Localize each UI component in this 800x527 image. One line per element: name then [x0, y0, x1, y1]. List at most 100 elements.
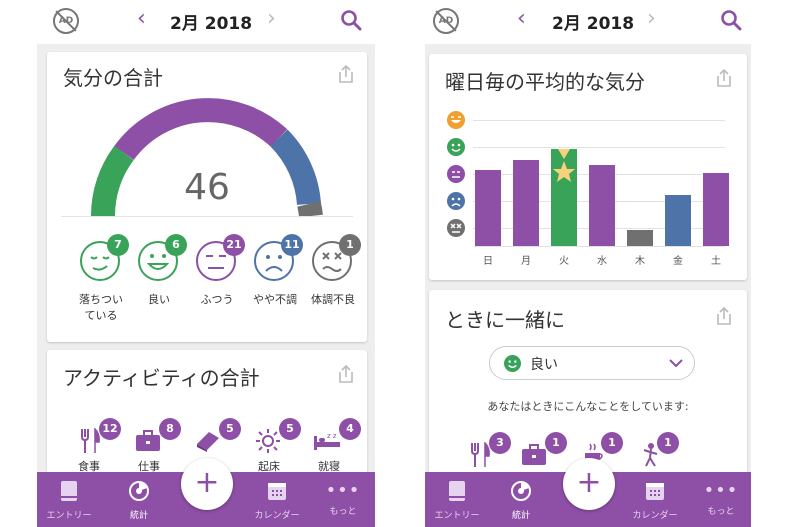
stats-screen-right: AD ‹ 2月 2018 › 曜日毎の平均的な気分 日月火水木金土 ときに一	[425, 0, 751, 527]
nav-label: カレンダー	[632, 511, 678, 521]
card-title: 気分の合計	[63, 66, 163, 90]
weekday-mood-card: 曜日毎の平均的な気分 日 月 火 水 木 金 土	[429, 54, 747, 280]
count-badge: 6	[165, 234, 187, 256]
count-badge: 12	[99, 418, 121, 440]
count-badge: 7	[107, 234, 129, 256]
mood-total-card: 気分の合計 46 7 落ちつい ている	[47, 52, 367, 342]
medal-star-icon	[553, 149, 575, 182]
chart-baseline	[473, 246, 725, 247]
add-entry-button[interactable]: +	[181, 458, 233, 510]
share-icon[interactable]	[715, 306, 733, 326]
prev-month-button[interactable]: ‹	[517, 6, 526, 31]
sad-face-icon	[254, 241, 294, 281]
top-bar: AD ‹ 2月 2018 ›	[37, 0, 375, 44]
count-badge: 1	[545, 432, 567, 454]
count-badge: 5	[279, 418, 301, 440]
mood-label: 落ちつい ている	[79, 293, 123, 322]
no-ads-icon[interactable]: AD	[53, 8, 79, 34]
search-icon[interactable]	[719, 8, 743, 32]
card-title: 曜日毎の平均的な気分	[445, 70, 645, 94]
nav-label: もっと	[707, 507, 735, 517]
day-label: 金	[673, 256, 683, 267]
next-month-button[interactable]: ›	[647, 6, 656, 31]
neutral-face-icon	[196, 241, 236, 281]
count-badge: 11	[281, 234, 303, 256]
mood-total-count: 46	[184, 167, 230, 208]
calendar-icon	[268, 483, 286, 500]
day-label: 水	[597, 256, 607, 267]
card-title: ときに一緒に	[445, 308, 565, 332]
month-title: 2月 2018	[552, 14, 635, 34]
activity-label: 仕事	[138, 460, 160, 473]
count-badge: 1	[657, 432, 679, 454]
sunrise-icon	[256, 429, 280, 453]
more-dots-icon: •••	[703, 480, 739, 501]
mood-select[interactable]: 良い	[489, 346, 695, 380]
dancing-person-icon	[643, 443, 658, 467]
nav-label: 統計	[511, 511, 530, 521]
activity-label: 起床	[258, 460, 280, 473]
nav-label: エントリー	[434, 511, 480, 521]
stats-screen-left: AD ‹ 2月 2018 › 気分の合計 46	[37, 0, 375, 527]
count-badge: 1	[601, 432, 623, 454]
bottom-nav: エントリー 統計 + カレンダー ••• もっと	[425, 458, 751, 527]
bed-icon: z z	[314, 432, 340, 450]
briefcase-icon	[522, 444, 546, 465]
stats-disc-icon	[129, 481, 149, 501]
share-icon[interactable]	[337, 64, 355, 84]
meh-mood-icon	[447, 165, 465, 183]
awful-mood-icon	[447, 219, 465, 237]
count-badge: 21	[223, 234, 245, 256]
happy-face-icon	[138, 241, 178, 281]
mood-label: やや不調	[253, 293, 297, 306]
grid-line	[473, 120, 725, 121]
nav-stats[interactable]: 統計	[491, 480, 551, 521]
bar-6	[703, 173, 729, 246]
nav-more[interactable]: ••• もっと	[313, 480, 373, 517]
nav-calendar[interactable]: カレンダー	[625, 480, 685, 521]
mood-label: 良い	[148, 293, 170, 306]
divider	[61, 216, 353, 217]
bar-5	[665, 195, 691, 246]
mood-gauge	[90, 98, 323, 218]
relieved-face-icon	[80, 241, 120, 281]
fork-knife-icon	[471, 442, 490, 467]
great-mood-icon	[447, 111, 465, 129]
nav-label: エントリー	[46, 511, 92, 521]
card-title: アクティビティの合計	[63, 366, 260, 390]
top-bar: AD ‹ 2月 2018 ›	[425, 0, 751, 44]
bar-0	[475, 170, 501, 246]
nav-stats[interactable]: 統計	[109, 480, 169, 521]
bar-4	[627, 230, 653, 246]
book-icon	[61, 481, 77, 501]
nav-entries[interactable]: エントリー	[39, 480, 99, 521]
share-icon[interactable]	[337, 364, 355, 384]
stats-disc-icon	[511, 481, 531, 501]
sick-face-icon	[312, 241, 352, 281]
search-icon[interactable]	[339, 8, 363, 32]
book-icon	[197, 432, 219, 452]
together-hint: あなたはときにこんなことをしています:	[487, 400, 689, 413]
next-month-button[interactable]: ›	[267, 6, 276, 31]
nav-entries[interactable]: エントリー	[427, 480, 487, 521]
nav-calendar[interactable]: カレンダー	[247, 480, 307, 521]
prev-month-button[interactable]: ‹	[137, 6, 146, 31]
select-value: 良い	[530, 357, 558, 373]
nav-label: もっと	[329, 507, 357, 517]
no-ads-icon[interactable]: AD	[433, 8, 459, 34]
nav-more[interactable]: ••• もっと	[691, 480, 751, 517]
nav-label: カレンダー	[254, 511, 300, 521]
more-dots-icon: •••	[325, 480, 361, 501]
together-card: ときに一緒に 良い あなたはときにこんなことをしています: 3 1	[429, 290, 747, 490]
add-entry-button[interactable]: +	[563, 458, 615, 510]
count-badge: 3	[489, 432, 511, 454]
good-mood-icon	[447, 138, 465, 156]
share-icon[interactable]	[715, 68, 733, 88]
book-icon	[449, 481, 465, 501]
svg-text:z z: z z	[327, 432, 337, 440]
mood-label: ふつう	[200, 293, 234, 306]
activity-label: 就寝	[318, 460, 340, 473]
grid-line	[473, 147, 725, 148]
day-label: 火	[559, 256, 569, 267]
count-badge: 8	[159, 418, 181, 440]
